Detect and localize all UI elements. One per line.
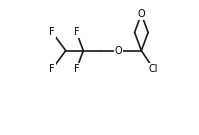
Text: O: O [115,46,122,56]
Text: F: F [49,27,55,37]
Text: F: F [74,27,79,37]
Text: O: O [138,9,145,19]
Text: F: F [49,64,55,74]
Text: Cl: Cl [149,64,158,74]
Text: F: F [74,64,79,74]
